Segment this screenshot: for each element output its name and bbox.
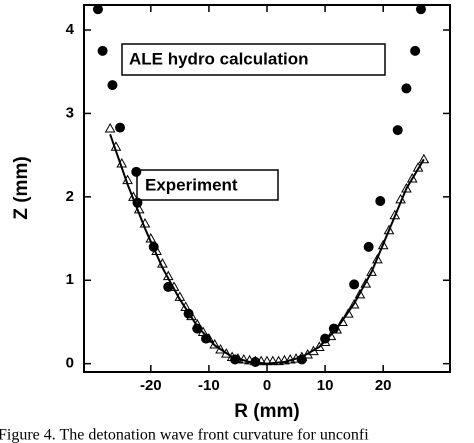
- calculation-point: [115, 122, 126, 133]
- experiment-point: [267, 355, 279, 366]
- experiment-point: [366, 266, 377, 276]
- x-tick-label: 0: [263, 377, 271, 394]
- experiment-point: [406, 172, 418, 183]
- experiment-point: [319, 336, 331, 346]
- experiment-point: [250, 355, 261, 366]
- calculation-point: [401, 83, 412, 94]
- annotation-box: [136, 169, 279, 201]
- y-axis-label: Z (mm): [11, 156, 32, 219]
- y-tick-label: 2: [66, 188, 74, 205]
- calculation-point: [410, 45, 421, 56]
- experiment-point: [313, 341, 325, 351]
- x-tick-label: -10: [198, 377, 220, 394]
- experiment-point: [383, 224, 395, 235]
- calculation-point: [375, 196, 386, 207]
- calculation-point: [97, 45, 108, 56]
- experiment-point: [220, 348, 232, 358]
- experiment-point: [418, 153, 430, 164]
- calculation-point: [349, 279, 360, 290]
- experiment-point: [360, 278, 372, 288]
- calculation-point: [415, 4, 426, 15]
- experiment-point: [372, 253, 383, 264]
- y-tick-label: 3: [66, 104, 74, 121]
- x-tick-label: -20: [140, 377, 162, 394]
- annotation-box: [121, 43, 386, 76]
- calculation-point: [131, 166, 142, 177]
- experiment-point: [203, 333, 215, 343]
- experiment-point: [342, 308, 354, 318]
- experiment-point: [331, 323, 343, 334]
- calculation-point: [92, 4, 103, 15]
- caption: Figure 4. The detonation wave front curv…: [0, 427, 369, 443]
- annotation: ALE hydro calculation: [129, 49, 308, 68]
- experiment-point: [279, 354, 290, 365]
- calculation-point: [363, 241, 374, 252]
- experiment-point: [255, 355, 267, 366]
- calculation-point: [392, 125, 403, 136]
- x-tick-label: 10: [317, 377, 334, 394]
- experiment-point: [244, 354, 255, 365]
- y-tick-label: 1: [66, 271, 74, 288]
- experiment-point: [273, 355, 284, 366]
- experiment-point: [337, 316, 348, 326]
- fit-line: [109, 133, 425, 365]
- x-tick-label: 20: [375, 377, 392, 394]
- experiment-point: [354, 288, 366, 299]
- experiment-point: [104, 122, 116, 133]
- experiment-point: [348, 298, 360, 309]
- calculation-point: [192, 323, 203, 334]
- experiment-point: [186, 310, 197, 321]
- experiment-point: [325, 330, 337, 341]
- annotation: Experiment: [145, 175, 238, 194]
- experiment-point: [215, 343, 226, 354]
- y-tick-label: 0: [66, 355, 74, 372]
- experiment-point: [401, 182, 412, 193]
- x-axis-label: R (mm): [234, 401, 299, 422]
- y-tick-label: 4: [66, 21, 75, 38]
- experiment-point: [377, 239, 389, 250]
- calculation-point: [107, 80, 118, 91]
